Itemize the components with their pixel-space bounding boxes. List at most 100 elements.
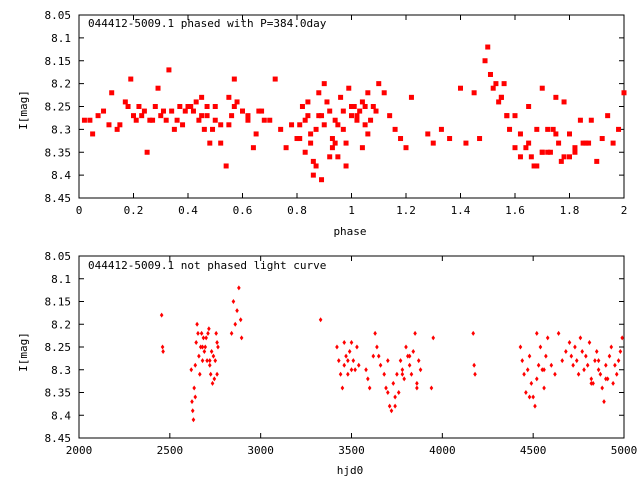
data-point [526, 140, 532, 146]
data-point [229, 330, 234, 336]
data-point [490, 85, 496, 91]
data-point [212, 376, 217, 382]
data-point [392, 126, 398, 132]
data-point [200, 358, 205, 364]
data-point [139, 113, 145, 119]
data-point [310, 158, 316, 164]
data-point [106, 122, 112, 128]
data-point [408, 94, 414, 100]
phased-x-tick-label: 0.6 [233, 204, 253, 217]
data-point [335, 122, 341, 128]
data-point [577, 117, 583, 123]
data-point [208, 362, 212, 368]
phased-x-tick-label: 1.2 [396, 204, 416, 217]
data-point [396, 390, 401, 395]
unphased-chart-title: 044412-5009.1 not phased light curve [88, 259, 326, 272]
data-point [351, 104, 357, 109]
data-point [204, 104, 210, 109]
data-point [234, 99, 240, 105]
data-point [235, 308, 239, 314]
data-point [447, 136, 453, 142]
data-point [553, 371, 557, 377]
data-point [349, 339, 354, 345]
data-point [580, 349, 585, 355]
phased-y-tick-label: 8.4 [51, 169, 71, 182]
data-point [229, 113, 235, 119]
data-point [302, 117, 308, 123]
data-point [231, 299, 236, 304]
data-point [395, 371, 399, 377]
data-point [520, 358, 525, 364]
data-point [177, 104, 183, 109]
data-point [596, 367, 601, 373]
data-point [160, 108, 166, 114]
data-point [297, 122, 303, 128]
data-point [101, 108, 107, 114]
data-point [375, 344, 379, 350]
data-point [180, 122, 186, 128]
data-point [342, 362, 347, 368]
data-point [376, 81, 382, 87]
data-point [233, 321, 238, 327]
data-point [159, 312, 164, 318]
data-point [393, 403, 397, 409]
data-point [578, 335, 583, 341]
data-point [371, 353, 376, 359]
data-point [190, 399, 194, 405]
data-point [415, 385, 419, 391]
phased-x-tick-label: 1 [348, 204, 355, 217]
phased-x-tick-label: 0.8 [287, 204, 307, 217]
data-point [310, 172, 316, 178]
data-point [533, 403, 537, 409]
data-point [231, 76, 237, 82]
data-point [609, 344, 614, 350]
data-point [347, 349, 352, 355]
unphased-y-tick-label: 8.1 [51, 273, 71, 286]
data-point [359, 145, 365, 151]
data-point [618, 349, 623, 355]
data-point [400, 367, 405, 373]
data-point [342, 339, 347, 345]
data-point [163, 117, 169, 123]
unphased-x-tick-label: 3500 [338, 444, 365, 457]
data-point [398, 358, 403, 364]
data-point [604, 362, 608, 368]
data-point [438, 126, 444, 132]
data-point [349, 104, 354, 109]
data-point [144, 149, 150, 155]
data-point [193, 99, 199, 105]
data-point [376, 353, 381, 359]
data-point [591, 380, 595, 386]
data-point [240, 108, 245, 114]
data-point [150, 117, 156, 123]
data-point [545, 149, 551, 155]
data-point [406, 353, 410, 359]
data-point [389, 408, 394, 414]
data-point [226, 122, 232, 128]
data-point [346, 85, 352, 91]
data-point [201, 126, 207, 132]
data-point [198, 371, 202, 377]
data-point [547, 149, 553, 155]
unphased-y-tick-label: 8.15 [45, 296, 72, 309]
data-point [332, 117, 338, 123]
data-point [200, 344, 205, 350]
data-point [567, 131, 572, 137]
data-point [193, 394, 198, 400]
data-point [357, 108, 363, 114]
data-point [114, 126, 120, 132]
data-point [199, 330, 204, 336]
data-point [517, 131, 523, 137]
data-point [354, 113, 360, 119]
data-point [366, 376, 370, 382]
data-point [212, 117, 218, 123]
data-point [297, 136, 303, 142]
data-point [190, 108, 196, 114]
data-point [593, 358, 597, 364]
data-point [496, 99, 502, 105]
phased-y-tick-label: 8.15 [45, 55, 72, 68]
data-point [473, 371, 477, 377]
data-point [538, 344, 543, 350]
data-point [585, 362, 590, 368]
